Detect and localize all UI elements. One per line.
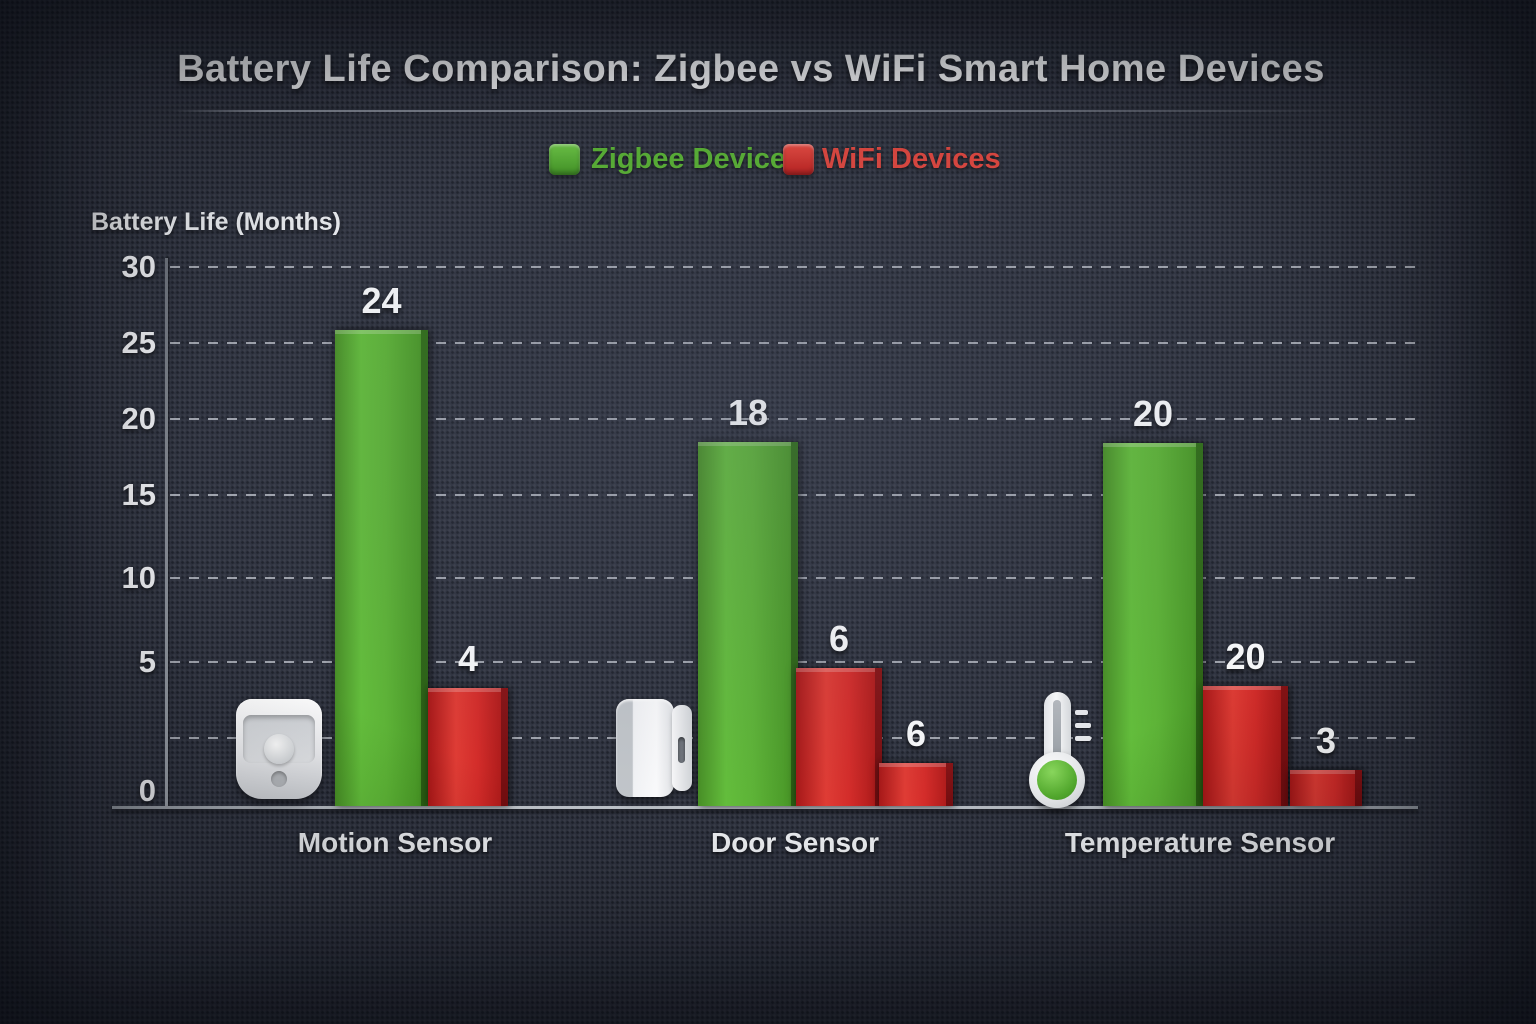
door-sensor-body: [616, 699, 674, 797]
motion-sensor-icon: [236, 699, 322, 799]
title-divider: [172, 110, 1340, 112]
motion-sensor-led: [271, 771, 287, 787]
category-label-temperature-sensor: Temperature Sensor: [1064, 827, 1336, 858]
y-tick-15: 15: [121, 477, 156, 512]
y-tick-25: 25: [121, 325, 156, 360]
bar-motion-sensor-zigbee: [335, 330, 428, 806]
bar-motion-sensor-wifi: [428, 688, 508, 806]
bar-value-door-sensor-zigbee: 18: [727, 392, 769, 433]
bar-value-motion-sensor-wifi: 4: [457, 638, 479, 679]
bar-value-temperature-sensor-zigbee: 20: [1132, 393, 1174, 434]
y-tick-0: 0: [138, 773, 156, 808]
x-axis-line: [112, 806, 1418, 809]
bar-value-door-sensor-wifi: 6: [905, 713, 927, 754]
legend-swatch-wifi: [783, 144, 814, 175]
thermometer-tick: [1075, 710, 1088, 715]
y-tick-30: 30: [121, 249, 156, 284]
chart-title: Battery Life Comparison: Zigbee vs WiFi …: [177, 48, 1325, 90]
bar-value-temperature-sensor-wifi: 20: [1225, 636, 1266, 677]
door-sensor-icon: [616, 699, 692, 797]
thermometer-tick: [1075, 736, 1091, 741]
category-label-motion-sensor: Motion Sensor: [297, 827, 493, 858]
legend-swatch-zigbee: [549, 144, 580, 175]
bar-value-motion-sensor-zigbee: 24: [361, 280, 402, 321]
bar-door-sensor-wifi: [879, 763, 953, 806]
bar-temperature-sensor-zigbee: [1103, 443, 1203, 806]
thermometer-tick: [1075, 723, 1091, 728]
y-tick-5: 5: [138, 644, 156, 679]
thermometer-bulb-fill: [1037, 760, 1077, 800]
legend-label-zigbee: Zigbee Devices: [591, 143, 803, 175]
thermometer-icon: [1028, 692, 1092, 808]
gridline-30: [170, 266, 1418, 268]
bar-value-temperature-sensor-wifi: 3: [1315, 720, 1337, 761]
category-label-door-sensor: Door Sensor: [710, 827, 880, 858]
y-axis-title: Battery Life (Months): [91, 208, 341, 236]
y-tick-20: 20: [121, 401, 156, 436]
door-sensor-slot: [678, 737, 685, 763]
legend-label-wifi: WiFi Devices: [822, 143, 1001, 175]
bar-temperature-sensor-wifi: [1290, 770, 1362, 806]
motion-sensor-lens: [264, 734, 294, 764]
y-axis-line: [165, 258, 168, 808]
y-tick-10: 10: [121, 560, 156, 595]
bar-value-door-sensor-wifi: 6: [828, 618, 850, 659]
